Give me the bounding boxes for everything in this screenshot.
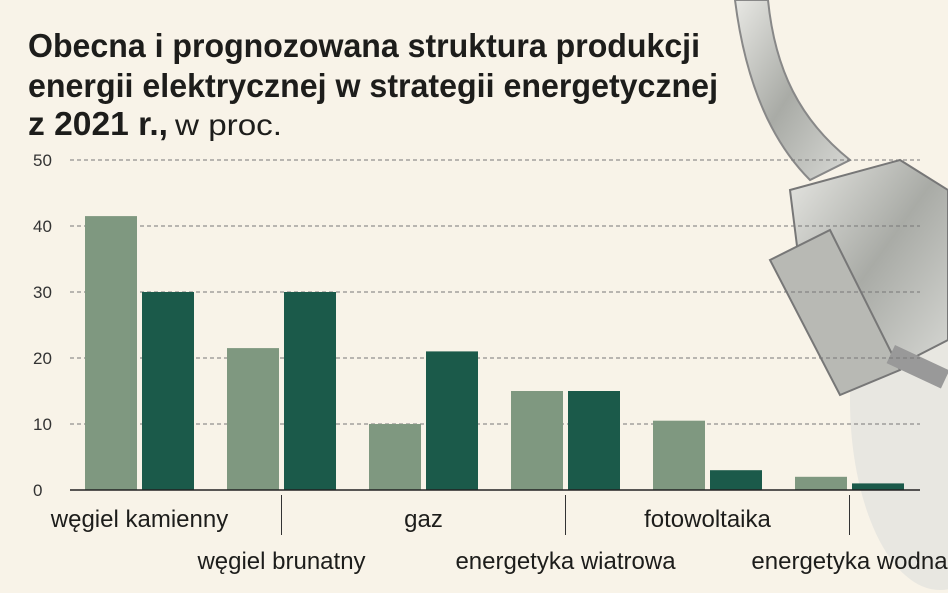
bar — [653, 420, 705, 490]
bar — [369, 424, 421, 490]
y-tick-label: 40 — [33, 217, 52, 236]
chart-title: energii elektrycznej w strategii energet… — [28, 67, 718, 104]
y-tick-label: 30 — [33, 283, 52, 302]
bar — [852, 483, 904, 490]
chart-subtitle: w proc. — [174, 109, 282, 142]
bar — [142, 292, 194, 490]
bar — [710, 470, 762, 490]
y-tick-label: 50 — [33, 151, 52, 170]
x-tick-label: węgiel kamienny — [50, 506, 228, 533]
bar — [511, 391, 563, 490]
plug-illustration — [733, 0, 948, 590]
y-tick-label: 0 — [33, 481, 42, 500]
bar — [426, 351, 478, 490]
x-tick-label: fotowoltaika — [644, 506, 771, 533]
y-tick-label: 20 — [33, 349, 52, 368]
x-tick-label: energetyka wiatrowa — [455, 548, 676, 575]
bar — [284, 292, 336, 490]
y-tick-label: 10 — [33, 415, 52, 434]
bar — [85, 216, 137, 490]
chart-title: Obecna i prognozowana struktura produkcj… — [28, 27, 700, 64]
bar — [227, 348, 279, 490]
x-tick-label: gaz — [404, 506, 443, 533]
bar — [795, 476, 847, 490]
x-tick-label: energetyka wodna — [751, 548, 948, 575]
bar — [568, 391, 620, 490]
x-tick-label: węgiel brunatny — [196, 548, 365, 575]
chart-title: z 2021 r., — [28, 105, 168, 142]
